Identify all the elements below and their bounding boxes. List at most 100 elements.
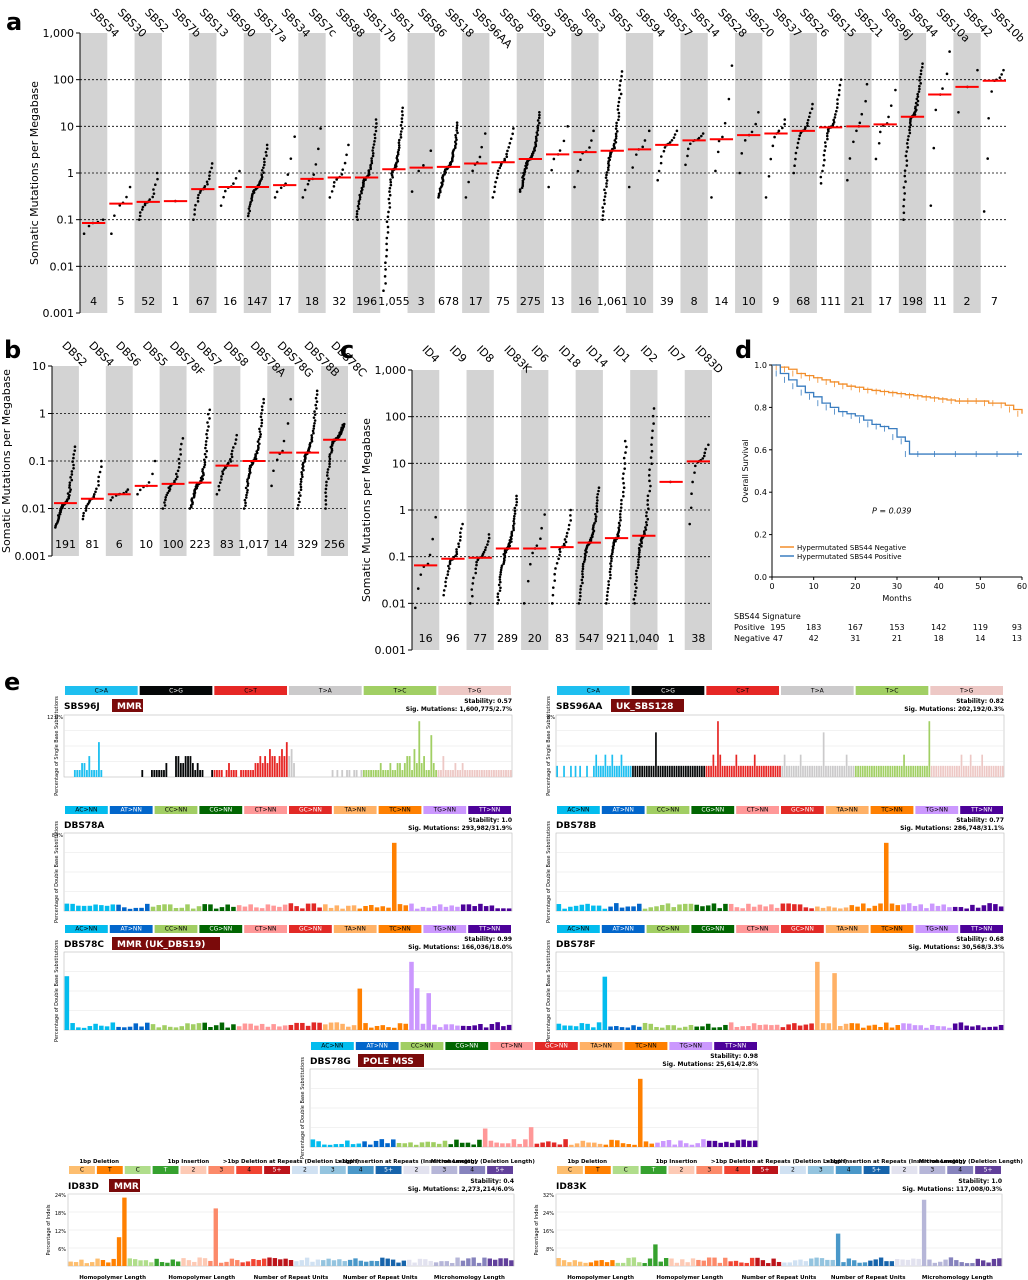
signature-bar (799, 754, 802, 777)
data-point (565, 535, 568, 538)
stability-label: Stability: 0.57 (464, 698, 512, 705)
data-point (874, 157, 878, 161)
category-label: SBS37 (770, 6, 804, 40)
data-point (515, 497, 518, 501)
signature-bar (277, 1026, 282, 1030)
signature-bar (432, 906, 437, 911)
data-point (296, 507, 299, 510)
data-point (153, 459, 157, 463)
category-label: DBS4 (86, 339, 116, 369)
data-point (68, 481, 72, 484)
data-point (507, 145, 511, 149)
category-label: TG>NN (679, 1043, 702, 1050)
data-point (601, 214, 605, 217)
category-label: CG>NN (209, 807, 232, 814)
category-label: C (624, 1167, 628, 1174)
signature-bar (682, 903, 688, 911)
data-point (503, 157, 506, 161)
category-bar-dbs (535, 1042, 578, 1050)
signature-bar (609, 1139, 614, 1147)
category-label: CG>NN (455, 1043, 478, 1050)
data-point (397, 141, 401, 145)
id-footer-label: Homopolymer Length (567, 1275, 634, 1280)
signature-bar (850, 765, 853, 777)
data-point (904, 180, 907, 183)
data-point (591, 526, 595, 529)
signature-bar (489, 905, 495, 911)
signature-bar (278, 1259, 283, 1266)
signature-bar (706, 1140, 712, 1147)
signature-bar (659, 1027, 665, 1030)
data-point (454, 142, 458, 146)
y-tick-label: 100 (385, 411, 406, 424)
category-bar-dbs (960, 925, 1003, 933)
signature-bar (165, 1262, 170, 1266)
panel-letter-d: d (735, 336, 752, 364)
signature-bar (145, 1022, 150, 1030)
data-point (68, 483, 71, 487)
data-point (934, 108, 938, 112)
signature-bar (433, 1262, 439, 1266)
data-point (72, 453, 76, 456)
data-point (512, 127, 515, 130)
data-point (690, 492, 693, 496)
signature-bar (517, 1143, 522, 1147)
data-point (399, 123, 403, 127)
signature-bar (384, 770, 387, 777)
data-point (564, 540, 568, 544)
signature-bar (247, 770, 250, 777)
data-point (907, 134, 910, 138)
category-bar-id (431, 1166, 458, 1174)
signature-bar (848, 765, 850, 777)
id-footer-label: Number of Repeat Units (831, 1275, 906, 1280)
data-point (356, 204, 360, 208)
category-label: T (595, 1167, 600, 1174)
signature-bar (460, 904, 466, 911)
data-point (864, 99, 867, 103)
signature-bar (389, 763, 392, 777)
signature-bar (281, 749, 283, 777)
id-group-header: 1bp Deletion (567, 1159, 607, 1165)
signature-bar (396, 1143, 402, 1147)
signature-bar (861, 765, 864, 777)
category-bar-id (807, 1166, 834, 1174)
count-label: 1,040 (628, 632, 660, 645)
signature-bar (832, 973, 837, 1030)
signature-bar (905, 1259, 911, 1266)
data-point (583, 558, 587, 561)
data-point (783, 122, 786, 126)
category-bar-dbs (355, 1042, 399, 1050)
signature-bar (622, 765, 625, 777)
category-bar-dbs (736, 806, 779, 814)
data-point (328, 465, 331, 468)
data-point (618, 513, 622, 516)
signature-bar (409, 903, 414, 911)
data-point (454, 146, 457, 150)
signature-bar (595, 754, 598, 777)
signature-bar (282, 1025, 288, 1030)
data-point (648, 479, 651, 483)
signature-bar (341, 770, 344, 777)
data-point (651, 429, 654, 433)
signature-bar (271, 1024, 276, 1030)
data-point (902, 218, 905, 221)
signature-bar (194, 770, 197, 777)
data-point (619, 79, 622, 83)
data-point (594, 519, 598, 523)
data-point (620, 70, 624, 73)
data-point (543, 513, 546, 516)
signature-bar (73, 1262, 79, 1266)
signature-bar (95, 1258, 100, 1266)
data-point (919, 72, 923, 76)
category-bar-id (780, 1166, 806, 1174)
signature-bar (360, 770, 363, 777)
category-label: 4 (247, 1167, 251, 1174)
signature-bar (345, 1140, 350, 1147)
data-point (693, 471, 696, 474)
count-label: 11 (933, 295, 947, 308)
signature-bar (674, 1262, 680, 1266)
category-label: ID7 (665, 343, 687, 365)
data-point (396, 152, 400, 156)
data-point (634, 572, 638, 576)
signature-bar (930, 765, 933, 777)
